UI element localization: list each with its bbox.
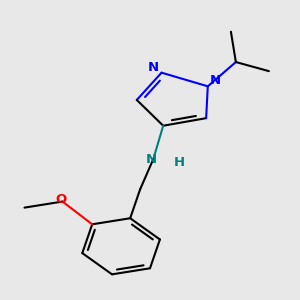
- Text: N: N: [146, 153, 157, 166]
- Text: N: N: [148, 61, 159, 74]
- Text: H: H: [174, 156, 185, 169]
- Text: O: O: [55, 193, 67, 206]
- Text: N: N: [209, 74, 220, 87]
